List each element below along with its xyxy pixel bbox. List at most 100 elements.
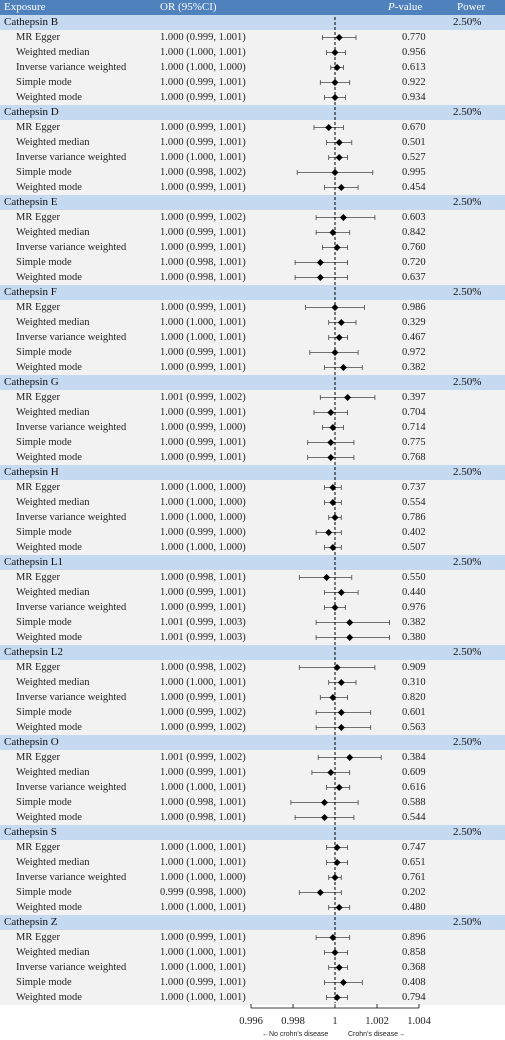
table-row: Simple mode 1.001 (0.999, 1.003) 0.382 [0, 615, 505, 630]
group-power: 2.50% [453, 106, 482, 118]
p-value: 0.467 [402, 332, 426, 343]
or-ci-value: 1.000 (0.998, 1.001) [160, 272, 246, 283]
p-value: 0.368 [402, 962, 426, 973]
table-row: Inverse variance weighted 1.000 (0.999, 1… [0, 420, 505, 435]
method-name: Weighted median [16, 227, 90, 238]
p-value: 0.329 [402, 317, 426, 328]
table-row: Inverse variance weighted 1.000 (1.000, 1… [0, 60, 505, 75]
method-name: Simple mode [16, 167, 72, 178]
method-name: Weighted mode [16, 92, 82, 103]
or-ci-value: 1.000 (0.999, 1.001) [160, 977, 246, 988]
table-row: Inverse variance weighted 1.000 (0.999, 1… [0, 690, 505, 705]
or-ci-value: 1.001 (0.999, 1.003) [160, 632, 246, 643]
or-ci-value: 1.000 (0.999, 1.001) [160, 32, 246, 43]
method-name: Weighted median [16, 407, 90, 418]
method-name: MR Egger [16, 842, 61, 853]
table-row: Weighted mode 1.000 (0.999, 1.001) 0.768 [0, 450, 505, 465]
or-ci-value: 1.000 (1.000, 1.000) [160, 482, 246, 493]
or-ci-value: 1.000 (0.999, 1.001) [160, 692, 246, 703]
method-name: Weighted median [16, 677, 90, 688]
legend-right-arrow: → [397, 1031, 405, 1038]
group-power: 2.50% [453, 736, 482, 748]
p-value: 0.440 [402, 587, 426, 598]
p-value: 0.670 [402, 122, 426, 133]
p-value: 0.563 [402, 722, 426, 733]
table-row: Inverse variance weighted 1.000 (0.999, 1… [0, 240, 505, 255]
point-estimate-diamond [339, 979, 347, 986]
method-name: Simple mode [16, 797, 72, 808]
point-estimate-diamond [327, 769, 335, 776]
p-value: 0.382 [402, 362, 426, 373]
table-row: Weighted median 1.000 (0.999, 1.001) 0.609 [0, 765, 505, 780]
table-row: Weighted median 1.000 (0.999, 1.001) 0.501 [0, 135, 505, 150]
point-estimate-diamond [321, 814, 328, 821]
group-power: 2.50% [453, 646, 482, 658]
p-value: 0.934 [402, 92, 426, 103]
point-estimate-diamond [316, 274, 324, 281]
table-row: Inverse variance weighted 1.000 (1.000, 1… [0, 330, 505, 345]
method-name: Weighted mode [16, 182, 82, 193]
table-row: Simple mode 0.999 (0.998, 1.000) 0.202 [0, 885, 505, 900]
method-name: Weighted mode [16, 542, 82, 553]
method-name: Weighted mode [16, 452, 82, 463]
p-value: 0.842 [402, 227, 426, 238]
table-row: Weighted median 1.000 (1.000, 1.001) 0.858 [0, 945, 505, 960]
p-value: 0.896 [402, 932, 426, 943]
point-estimate-diamond [327, 454, 335, 461]
table-row: Weighted mode 1.000 (0.999, 1.001) 0.934 [0, 90, 505, 105]
table-row: Simple mode 1.000 (0.999, 1.001) 0.972 [0, 345, 505, 360]
p-value: 0.775 [402, 437, 426, 448]
group-name: Cathepsin G [4, 376, 59, 388]
or-ci-value: 1.000 (0.999, 1.001) [160, 92, 246, 103]
point-estimate-diamond [327, 409, 335, 416]
or-ci-value: 1.000 (0.999, 1.001) [160, 767, 246, 778]
p-value: 0.956 [402, 47, 426, 58]
table-row: Weighted median 1.000 (1.000, 1.001) 0.956 [0, 45, 505, 60]
table-row: MR Egger 1.000 (0.998, 1.001) 0.550 [0, 570, 505, 585]
method-name: MR Egger [16, 212, 61, 223]
table-row: MR Egger 1.000 (1.000, 1.001) 0.747 [0, 840, 505, 855]
table-row: Weighted mode 1.000 (1.000, 1.001) 0.794 [0, 990, 505, 1005]
table-row: Weighted median 1.000 (0.999, 1.001) 0.440 [0, 585, 505, 600]
header-power: Power [457, 1, 486, 13]
or-ci-value: 1.000 (0.998, 1.001) [160, 572, 246, 583]
group-name: Cathepsin O [4, 736, 59, 748]
or-ci-value: 1.000 (1.000, 1.001) [160, 857, 246, 868]
or-ci-value: 1.000 (1.000, 1.001) [160, 677, 246, 688]
point-estimate-diamond [323, 574, 331, 581]
table-row: MR Egger 1.000 (0.999, 1.002) 0.603 [0, 210, 505, 225]
p-value: 0.527 [402, 152, 426, 163]
or-ci-value: 1.000 (1.000, 1.001) [160, 782, 246, 793]
group-header-row: Cathepsin Z 2.50% [0, 915, 505, 930]
group-power: 2.50% [453, 376, 482, 388]
point-estimate-diamond [346, 634, 354, 641]
method-name: Weighted median [16, 497, 90, 508]
table-row: Inverse variance weighted 1.000 (1.000, 1… [0, 870, 505, 885]
group-name: Cathepsin H [4, 466, 59, 478]
x-tick-label: 0.998 [281, 1016, 305, 1027]
table-row: Inverse variance weighted 1.000 (1.000, 1… [0, 510, 505, 525]
table-row: Weighted mode 1.000 (1.000, 1.001) 0.480 [0, 900, 505, 915]
point-estimate-diamond [346, 754, 354, 761]
method-name: Weighted mode [16, 722, 82, 733]
p-value: 0.922 [402, 77, 426, 88]
or-ci-value: 1.000 (1.000, 1.000) [160, 497, 246, 508]
or-ci-value: 1.000 (1.000, 1.001) [160, 947, 246, 958]
p-value: 0.402 [402, 527, 426, 538]
or-ci-value: 1.000 (0.998, 1.001) [160, 812, 246, 823]
p-value: 0.202 [402, 887, 426, 898]
or-ci-value: 1.000 (1.000, 1.001) [160, 152, 246, 163]
or-ci-value: 1.000 (0.999, 1.001) [160, 77, 246, 88]
group-header-row: Cathepsin G 2.50% [0, 375, 505, 390]
or-ci-value: 1.000 (1.000, 1.001) [160, 902, 246, 913]
p-value: 0.720 [402, 257, 426, 268]
method-name: Weighted mode [16, 632, 82, 643]
p-value: 0.609 [402, 767, 426, 778]
p-value: 0.454 [402, 182, 426, 193]
p-value: 0.637 [402, 272, 426, 283]
method-name: Simple mode [16, 887, 72, 898]
group-power: 2.50% [453, 16, 482, 28]
method-name: Inverse variance weighted [16, 872, 127, 883]
p-value: 0.714 [402, 422, 426, 433]
